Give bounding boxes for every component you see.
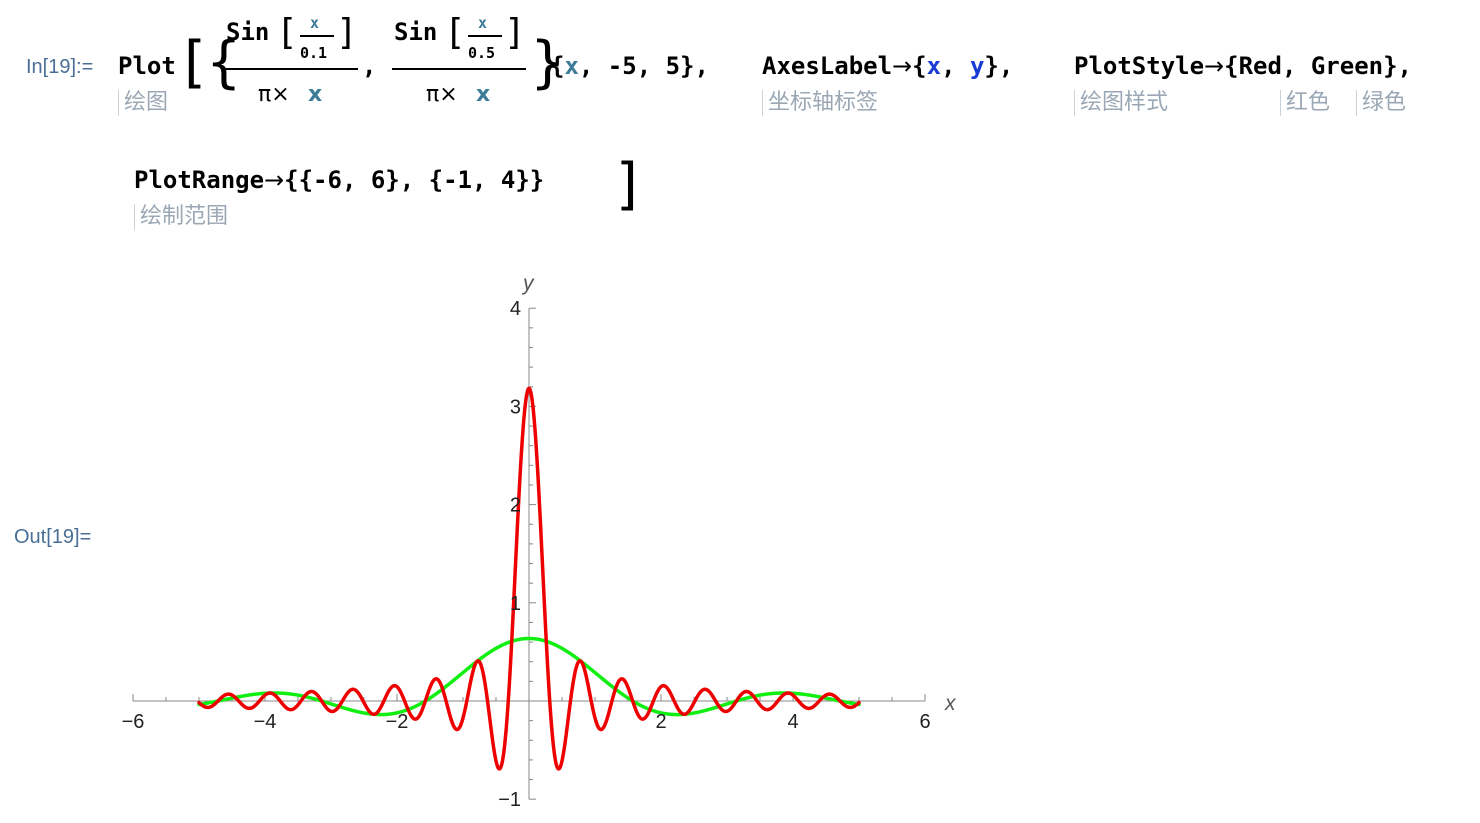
tip-plot: 绘图 <box>118 90 168 116</box>
sin-bracket-close-1: ] <box>336 12 358 53</box>
plot-range-value: {{-6, 6}, {-1, 4}} <box>284 166 545 194</box>
axes-close: }, <box>984 52 1014 80</box>
input-cell-label: In[19]:= <box>26 56 94 78</box>
fraction-bar-1 <box>224 68 358 70</box>
x-tick-label: −4 <box>254 711 277 733</box>
axes-label-option[interactable]: AxesLabel→{x, y}, <box>762 52 1013 80</box>
denominator-value-2: 0.5 <box>468 44 496 62</box>
small-x-1: x <box>310 14 320 32</box>
x-tick-label: 6 <box>919 711 930 733</box>
y-tick-label: 2 <box>510 495 521 517</box>
axes-y-value: y <box>969 52 985 80</box>
axes-x-value: x <box>926 52 942 80</box>
x-tick-label: −6 <box>122 711 145 733</box>
small-fraction-bar-2 <box>468 35 502 37</box>
tip-plot-style: 绘图样式 <box>1074 90 1168 116</box>
y-tick-label: 1 <box>510 593 521 615</box>
tip-axes-label: 坐标轴标签 <box>762 90 878 116</box>
sin-bracket-open-1: [ <box>276 12 298 53</box>
range-open: { <box>550 52 565 80</box>
y-tick-label: 3 <box>510 396 521 418</box>
range-variable: x <box>564 52 579 80</box>
denominator-x-2: x <box>476 82 491 107</box>
axes-open: { <box>912 52 927 80</box>
plot-style-values: {Red, Green}, <box>1224 52 1412 80</box>
open-bracket: [{ <box>184 30 242 95</box>
sin-bracket-open-2: [ <box>444 12 466 53</box>
fraction-bar-2 <box>392 68 526 70</box>
x-tick-label: −2 <box>386 711 409 733</box>
tip-plot-range: 绘制范围 <box>134 204 228 230</box>
sin-function-1: Sin <box>226 18 270 46</box>
y-axis-label: y <box>521 272 535 295</box>
axes-label-keyword: AxesLabel <box>762 52 893 80</box>
y-tick-label: 4 <box>510 298 521 320</box>
close-list-brace: } <box>530 30 566 95</box>
plot-style-keyword: PlotStyle <box>1074 52 1205 80</box>
range-spec[interactable]: {x, -5, 5}, <box>550 52 709 80</box>
small-x-2: x <box>478 14 488 32</box>
plot-function[interactable]: Plot <box>118 52 176 80</box>
output-cell-label: Out[19]= <box>14 526 92 548</box>
axes-sep: , <box>941 52 970 80</box>
tip-red: 红色 <box>1280 90 1330 116</box>
x-tick-label: 4 <box>787 711 798 733</box>
tip-green: 绿色 <box>1356 90 1406 116</box>
y-tick-label: −1 <box>498 789 521 811</box>
rule-arrow-icon: → <box>264 166 285 194</box>
denominator-pi-1: π× <box>258 82 290 107</box>
separator-comma: , <box>362 52 377 80</box>
fraction-2[interactable]: Sin [ x 0.5 ] π× x <box>392 12 528 114</box>
sin-function-2: Sin <box>394 18 438 46</box>
range-values: , -5, 5}, <box>578 52 709 80</box>
rule-arrow-icon: → <box>1204 52 1225 80</box>
x-axis-label: x <box>944 692 957 715</box>
denominator-value-1: 0.1 <box>300 44 328 62</box>
series-line-green <box>197 636 861 717</box>
denominator-pi-2: π× <box>426 82 458 107</box>
denominator-x-1: x <box>308 82 323 107</box>
sin-bracket-close-2: ] <box>504 12 526 53</box>
x-tick-label: 2 <box>655 711 666 733</box>
fraction-1[interactable]: Sin [ x 0.1 ] π× x <box>224 12 360 114</box>
plot-style-option[interactable]: PlotStyle→{Red, Green}, <box>1074 52 1412 80</box>
small-fraction-bar-1 <box>300 35 334 37</box>
plot-range-keyword: PlotRange <box>134 166 265 194</box>
series-line-red <box>197 386 861 771</box>
close-bracket: ] <box>616 152 638 217</box>
rule-arrow-icon: → <box>892 52 913 80</box>
plot-range-option[interactable]: PlotRange→{{-6, 6}, {-1, 4}} <box>134 166 544 194</box>
